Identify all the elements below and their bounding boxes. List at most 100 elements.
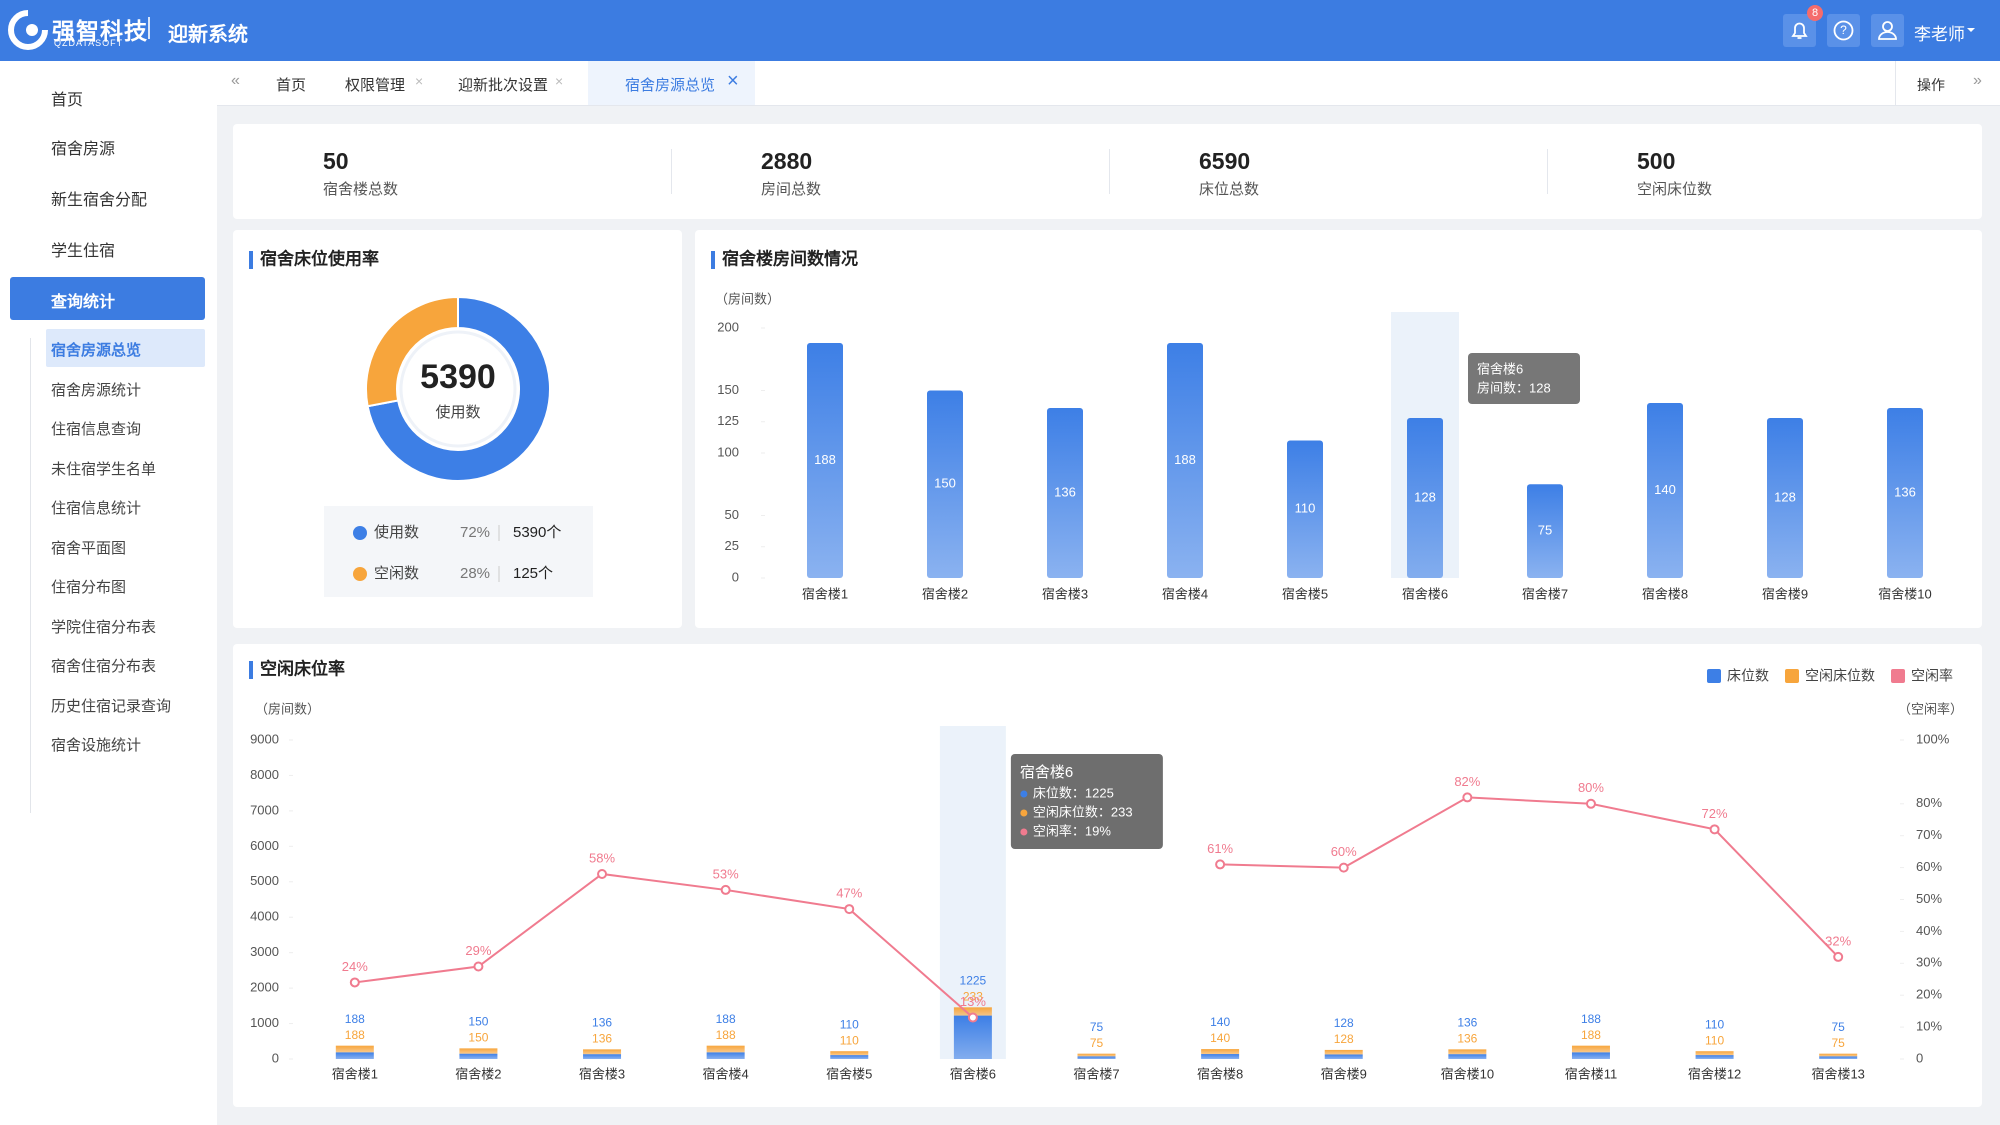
tab[interactable]: 权限管理 [345,77,406,94]
y-tick-label: 6000 [250,838,279,853]
tab-prev[interactable]: « [231,72,240,89]
bar-segment [953,1015,992,1059]
tab[interactable]: 首页 [276,77,307,94]
value-label: 110 [1705,1017,1724,1031]
stat-value: 6590 [1199,148,1251,174]
tab[interactable]: 迎新批次设置 [458,77,549,94]
title-bar [249,251,253,269]
tab-action[interactable]: 操作 [1917,77,1945,93]
value-label: 110 [840,1017,859,1031]
user-name[interactable]: 李老师 [1914,25,1965,44]
x-tick-label: 宿舍楼7 [1073,1066,1119,1081]
tooltip-row: 空闲床位数：233 [1033,804,1133,819]
submenu-item[interactable]: 学院住宿分布表 [51,618,157,636]
submenu-item[interactable]: 宿舍住宿分布表 [51,658,157,675]
bar-segment [583,1049,622,1055]
count-label: 125个 [513,565,553,582]
submenu-item[interactable]: 宿舍房源统计 [51,381,142,399]
help-button[interactable]: ? [1827,14,1860,47]
divider [148,17,150,39]
value-label: 140 [1210,1031,1230,1045]
x-tick-label: 宿舍楼6 [1402,586,1448,601]
tab-close[interactable]: × [415,73,424,89]
value-label: 128 [1774,489,1796,504]
menu-item[interactable]: 新生宿舍分配 [51,192,148,209]
value-label: 32% [1825,933,1851,948]
tab-next[interactable]: » [1973,72,1982,89]
value-label: 188 [1581,1028,1601,1042]
value-label: 188 [716,1012,736,1026]
legend-label: 空闲率 [1911,668,1953,684]
bar [1767,418,1803,578]
menu-item[interactable]: 查询统计 [51,294,116,311]
tab-bar: « 首页 权限管理 × 迎新批次设置 × 宿舍房源总览 × 操作 » [217,61,2000,106]
user-icon[interactable] [1871,14,1904,47]
bar-segment [830,1055,869,1059]
logo-text: 强智科技 [52,18,148,44]
y2-tick-label: 70% [1916,827,1942,842]
bar-segment [830,1051,869,1056]
bar [1047,408,1083,578]
tab[interactable]: 宿舍房源总览 [625,77,716,94]
chart-card: 空闲床位率 （房间数） （空闲率） 0 1000 2000 3000 4000 5000 6000… [233,644,1982,1107]
legend-label: 空闲床位数 [1805,668,1875,684]
tooltip [1468,353,1580,404]
value-label: 28% [460,565,490,582]
tooltip-dot [1020,828,1028,836]
bar [1407,418,1443,578]
bar-segment [1324,1054,1363,1059]
value-label: 140 [1210,1015,1230,1029]
legend-dot [353,526,367,540]
submenu-item[interactable]: 住宿信息统计 [51,500,142,517]
menu-item[interactable]: 首页 [51,92,84,109]
y-tick-label: 25 [725,538,739,553]
value-label: 110 [840,1033,859,1047]
value-label: 110 [1705,1033,1724,1047]
submenu-item[interactable]: 宿舍平面图 [51,539,127,557]
x-tick-label: 宿舍楼1 [802,586,848,601]
tooltip-dot [1020,790,1028,798]
tab-active-bg [588,61,755,105]
value-label: 188 [1174,452,1196,467]
legend-box [324,506,593,597]
tab-close[interactable]: × [727,70,739,92]
submenu-item[interactable]: 宿舍房源总览 [51,342,142,359]
submenu-item[interactable]: 住宿分布图 [51,579,127,596]
bar-segment [1695,1051,1734,1056]
y2-tick-label: 60% [1916,859,1942,874]
submenu-item[interactable]: 历史住宿记录查询 [51,697,172,715]
x-tick-label: 宿舍楼9 [1762,586,1808,601]
value-label: 1225 [960,973,987,987]
value-label: 61% [1207,841,1233,856]
tab-close[interactable]: × [555,73,564,89]
legend-swatch [1707,669,1721,683]
bar-segment [1448,1054,1487,1059]
tooltip-title: 宿舍楼6 [1477,361,1523,376]
y2-tick-label: 10% [1916,1019,1942,1034]
x-tick-label: 宿舍楼10 [1878,586,1931,601]
logo-icon [8,10,48,50]
y2-tick-label: 0 [1916,1050,1923,1065]
bar [1887,408,1923,578]
value-label: 136 [1894,484,1916,499]
x-tick-label: 宿舍楼5 [1282,586,1328,601]
submenu-item[interactable]: 宿舍设施统计 [51,737,142,754]
value-label: 110 [1295,501,1316,516]
menu-item[interactable]: 宿舍房源 [51,141,116,158]
bar-segment [1571,1052,1610,1059]
submenu-item[interactable]: 住宿信息查询 [51,421,142,438]
legend-swatch [1891,669,1905,683]
chart-card: 宿舍床位使用率 5390 使用数 使用数 72% 5390个 空闲数 28% 125个 [233,230,682,628]
tooltip-text: 房间数：128 [1477,380,1551,395]
menu-item[interactable]: 学生住宿 [51,243,116,260]
y-tick-label: 150 [717,382,739,397]
legend-label: 空闲数 [374,565,419,582]
y-tick-label: 4000 [250,909,279,924]
value-label: 29% [465,943,491,958]
submenu-item[interactable]: 未住宿学生名单 [51,460,157,478]
count-label: 5390个 [513,524,561,541]
y-tick-label: 0 [272,1050,279,1065]
value-label: 128 [1334,1032,1354,1046]
value-label: 150 [468,1031,488,1045]
x-tick-label: 宿舍楼6 [950,1066,996,1081]
